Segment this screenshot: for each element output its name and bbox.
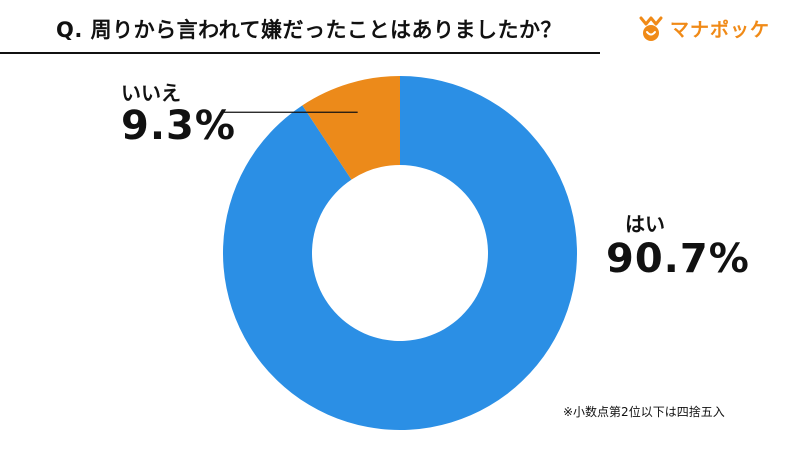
title-underline xyxy=(0,52,600,54)
label-category-hai: はい xyxy=(625,212,665,236)
brand-logo: マナポッケ xyxy=(638,14,770,42)
logo-text: マナポッケ xyxy=(670,18,771,41)
rounding-note: ※小数点第2位以下は四捨五入 xyxy=(563,405,725,419)
slice-iie xyxy=(302,76,400,180)
label-value-hai: 90.7% xyxy=(606,236,750,282)
manapocke-logo-icon xyxy=(639,16,663,41)
label-value-iie: 9.3% xyxy=(121,103,236,149)
question-title: Q. 周りから言われて嫌だったことはありましたか？ xyxy=(56,18,562,42)
label-category-iie: いいえ xyxy=(121,81,181,105)
slice-hai xyxy=(223,76,577,430)
